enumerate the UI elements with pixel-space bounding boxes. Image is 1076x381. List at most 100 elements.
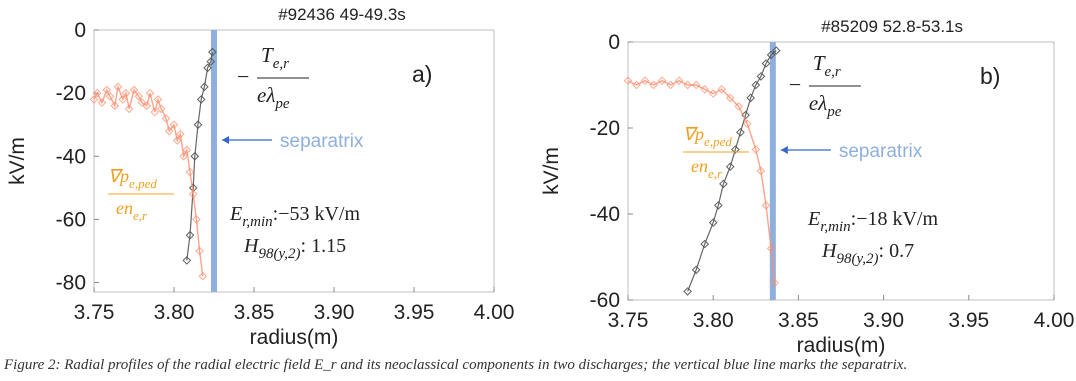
y-tick-label: -20 bbox=[590, 117, 620, 140]
h98-label: H98(y,2): 1.15 bbox=[243, 235, 346, 262]
pressure-data-point bbox=[691, 80, 701, 90]
temperature-fit-line bbox=[687, 50, 777, 292]
temperature-data-point bbox=[725, 162, 735, 172]
pressure-data-point bbox=[734, 102, 744, 111]
temperature-fit-line bbox=[186, 51, 213, 261]
temperature-data-point bbox=[190, 151, 200, 161]
pressure-data-point bbox=[145, 88, 155, 98]
plot-frame bbox=[627, 41, 1055, 301]
pressure-data-point bbox=[623, 76, 633, 86]
pressure-data-point bbox=[657, 76, 667, 86]
temperature-data-point bbox=[731, 145, 740, 154]
y-axis-label: kV/m bbox=[6, 137, 29, 185]
temperature-data-point bbox=[206, 57, 216, 66]
separatrix-label: separatrix bbox=[280, 131, 364, 152]
figure-caption: Figure 2: Radial profiles of the radial … bbox=[4, 357, 908, 373]
temperature-data-point bbox=[771, 46, 781, 55]
pressure-data-point bbox=[666, 80, 675, 90]
y-tick-label: -40 bbox=[56, 145, 86, 168]
temperature-data-point bbox=[766, 50, 776, 60]
grad-label-denominator: ene,r bbox=[691, 156, 723, 181]
pressure-data-point bbox=[142, 101, 152, 111]
chart-panel-a: #92436 49-49.3s 3.75 3.80 3.85 3.90 3.95 4.00 0… bbox=[6, 5, 514, 349]
y-tick-label: -60 bbox=[590, 289, 620, 312]
x-tick-label: 3.80 bbox=[154, 301, 195, 324]
x-tick-label: 3.80 bbox=[693, 309, 734, 332]
pressure-data-point bbox=[153, 95, 163, 104]
pressure-data-point bbox=[129, 85, 139, 95]
pressure-data-point bbox=[195, 246, 204, 256]
temperature-data-point bbox=[203, 63, 212, 73]
pressure-data-point bbox=[649, 80, 658, 90]
pressure-data-point bbox=[198, 271, 208, 281]
separatrix-arrowhead bbox=[780, 146, 788, 154]
pressure-data-point bbox=[717, 84, 727, 94]
pressure-data-point bbox=[640, 76, 650, 86]
plot-frame bbox=[93, 29, 495, 293]
temperature-data-point bbox=[746, 93, 755, 103]
temperature-data-point bbox=[708, 218, 718, 227]
pressure-data-point bbox=[700, 84, 709, 94]
x-tick-label: 3.90 bbox=[314, 301, 355, 324]
grad-label-numerator: ∇pe,ped bbox=[108, 166, 157, 191]
pressure-data-point bbox=[161, 114, 171, 123]
temp-label-numerator: Te,r bbox=[813, 51, 841, 80]
temp-label-denominator: eλpe bbox=[257, 83, 290, 112]
er-min-label: Er,min:−53 kV/m bbox=[229, 203, 360, 230]
x-tick-label: 3.85 bbox=[234, 301, 275, 324]
temperature-data-point bbox=[714, 201, 723, 210]
pressure-data-point bbox=[121, 88, 131, 98]
pressure-data-point bbox=[137, 98, 147, 107]
pressure-data-point bbox=[182, 145, 192, 155]
pressure-data-point bbox=[134, 91, 144, 101]
x-tick-label: 3.75 bbox=[608, 309, 649, 332]
pressure-data-point bbox=[188, 189, 198, 199]
temperature-data-point bbox=[196, 95, 206, 104]
temp-label-numerator: Te,r bbox=[261, 43, 289, 72]
pressure-data-point bbox=[725, 93, 735, 103]
y-axis-label: kV/m bbox=[540, 147, 563, 195]
pressure-data-point bbox=[770, 278, 779, 288]
panel-label: a) bbox=[412, 61, 432, 87]
pressure-data-point bbox=[766, 244, 776, 253]
pressure-data-point bbox=[124, 104, 134, 114]
temperature-data-point bbox=[751, 80, 761, 90]
temperature-data-point bbox=[691, 265, 701, 275]
pressure-data-point bbox=[110, 101, 120, 111]
temperature-data-point bbox=[756, 72, 766, 81]
x-axis-label: radius(m) bbox=[797, 334, 886, 357]
temperature-data-point bbox=[200, 82, 209, 92]
temp-label-denominator: eλpe bbox=[809, 91, 842, 120]
temperature-data-point bbox=[182, 256, 192, 265]
pressure-data-point bbox=[632, 80, 641, 90]
y-tick-label: 0 bbox=[74, 19, 86, 42]
pressure-data-point bbox=[185, 167, 195, 177]
pressure-data-point bbox=[683, 80, 692, 90]
temperature-data-point bbox=[683, 287, 692, 296]
temperature-data-point bbox=[208, 47, 217, 57]
pressure-data-point bbox=[97, 98, 107, 107]
temperature-data-point bbox=[700, 239, 709, 249]
x-tick-label: 3.90 bbox=[863, 309, 904, 332]
x-tick-label: 3.95 bbox=[948, 309, 989, 332]
temp-label-sign: − bbox=[789, 72, 801, 97]
x-axis-label: radius(m) bbox=[250, 326, 339, 349]
pressure-data-point bbox=[172, 136, 182, 145]
chart-title: #85209 52.8-53.1s bbox=[821, 17, 963, 36]
separatrix-arrowhead bbox=[222, 136, 229, 144]
y-tick-label: 0 bbox=[608, 31, 620, 54]
chart-title: #92436 49-49.3s bbox=[278, 5, 406, 24]
x-tick-label: 3.95 bbox=[394, 301, 435, 324]
pressure-data-point bbox=[742, 119, 752, 129]
pressure-data-point bbox=[708, 89, 718, 98]
y-tick-label: -80 bbox=[56, 272, 86, 295]
pressure-data-point bbox=[102, 85, 112, 95]
panel-label: b) bbox=[980, 63, 1000, 89]
pressure-data-point bbox=[89, 95, 99, 104]
grad-label-denominator: ene,r bbox=[116, 198, 148, 223]
pressure-data-point bbox=[192, 215, 201, 224]
temperature-data-point bbox=[761, 59, 771, 68]
pressure-fit-line bbox=[627, 79, 776, 283]
temp-label-sign: − bbox=[237, 64, 249, 89]
pressure-data-point bbox=[164, 126, 174, 136]
